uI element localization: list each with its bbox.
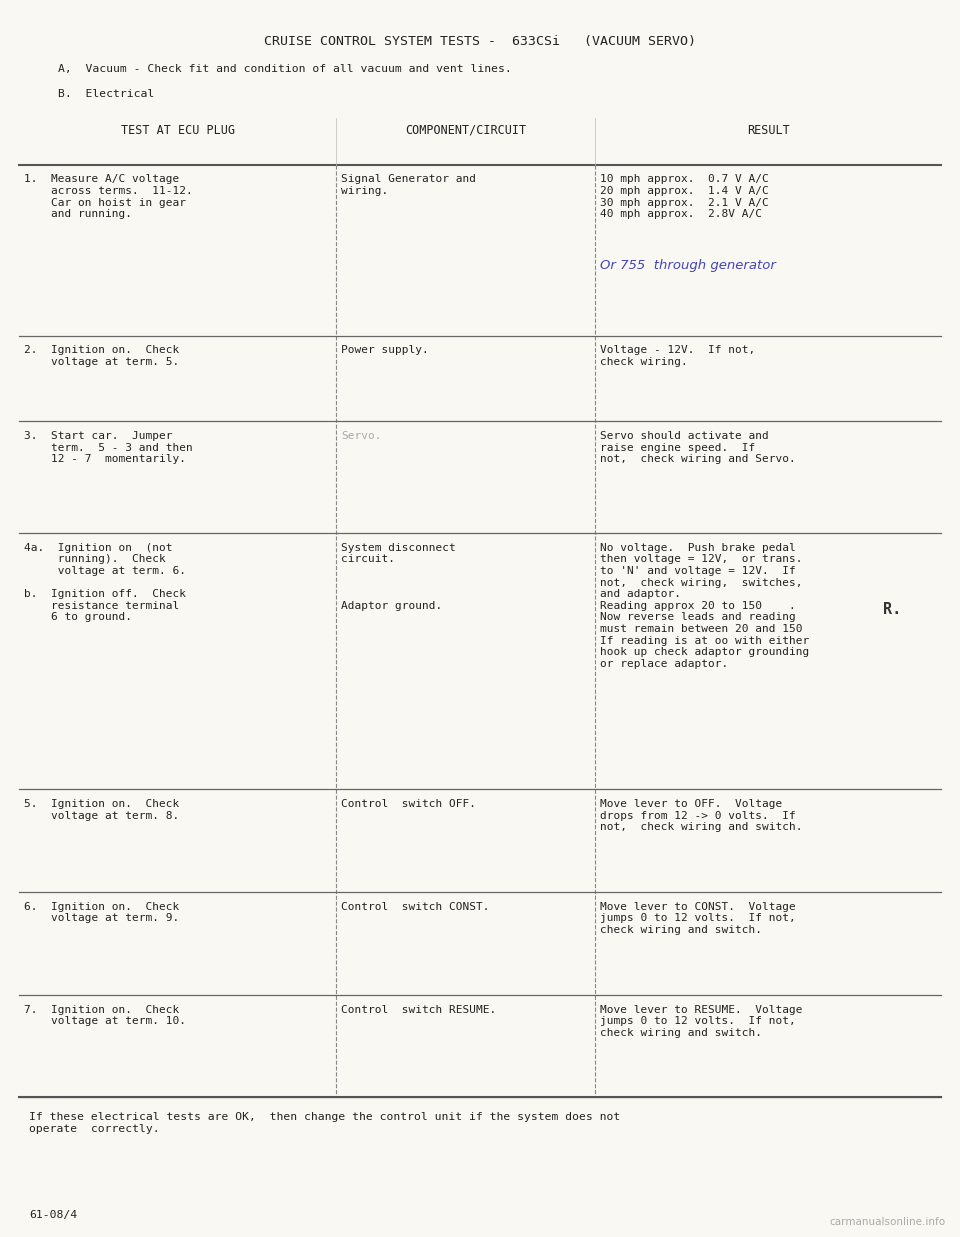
Text: Move lever to OFF.  Voltage
drops from 12 -> 0 volts.  If
not,  check wiring and: Move lever to OFF. Voltage drops from 12… [600,799,803,833]
Text: 61-08/4: 61-08/4 [29,1210,77,1220]
Text: System disconnect
circuit.



Adaptor ground.: System disconnect circuit. Adaptor groun… [341,543,456,611]
Text: TEST AT ECU PLUG: TEST AT ECU PLUG [121,124,234,137]
Text: Signal Generator and
wiring.: Signal Generator and wiring. [341,174,476,195]
Text: Move lever to CONST.  Voltage
jumps 0 to 12 volts.  If not,
check wiring and swi: Move lever to CONST. Voltage jumps 0 to … [600,902,796,935]
Text: 10 mph approx.  0.7 V A/C
20 mph approx.  1.4 V A/C
30 mph approx.  2.1 V A/C
40: 10 mph approx. 0.7 V A/C 20 mph approx. … [600,174,769,219]
Text: 1.  Measure A/C voltage
    across terms.  11-12.
    Car on hoist in gear
    a: 1. Measure A/C voltage across terms. 11-… [24,174,193,219]
Text: Control  switch RESUME.: Control switch RESUME. [341,1004,496,1014]
Text: 7.  Ignition on.  Check
    voltage at term. 10.: 7. Ignition on. Check voltage at term. 1… [24,1004,186,1027]
Text: Servo should activate and
raise engine speed.  If
not,  check wiring and Servo.: Servo should activate and raise engine s… [600,430,796,464]
Text: CRUISE CONTROL SYSTEM TESTS -  633CSi   (VACUUM SERVO): CRUISE CONTROL SYSTEM TESTS - 633CSi (VA… [264,35,696,48]
Text: 3.  Start car.  Jumper
    term.  5 - 3 and then
    12 - 7  momentarily.: 3. Start car. Jumper term. 5 - 3 and the… [24,430,193,464]
Text: 4a.  Ignition on  (not
     running).  Check
     voltage at term. 6.

b.  Ignit: 4a. Ignition on (not running). Check vol… [24,543,186,622]
Text: B.  Electrical: B. Electrical [58,89,154,99]
Text: carmanualsonline.info: carmanualsonline.info [829,1217,946,1227]
Text: Move lever to RESUME.  Voltage
jumps 0 to 12 volts.  If not,
check wiring and sw: Move lever to RESUME. Voltage jumps 0 to… [600,1004,803,1038]
Text: Or 755  through generator: Or 755 through generator [600,259,776,272]
Text: R.: R. [883,602,901,617]
Text: Voltage - 12V.  If not,
check wiring.: Voltage - 12V. If not, check wiring. [600,345,756,367]
Text: 6.  Ignition on.  Check
    voltage at term. 9.: 6. Ignition on. Check voltage at term. 9… [24,902,180,924]
Text: 2.  Ignition on.  Check
    voltage at term. 5.: 2. Ignition on. Check voltage at term. 5… [24,345,180,367]
Text: Control  switch OFF.: Control switch OFF. [341,799,476,809]
Text: Servo.: Servo. [341,430,381,440]
Text: COMPONENT/CIRCUIT: COMPONENT/CIRCUIT [405,124,526,137]
Text: If these electrical tests are OK,  then change the control unit if the system do: If these electrical tests are OK, then c… [29,1112,620,1133]
Text: A,  Vacuum - Check fit and condition of all vacuum and vent lines.: A, Vacuum - Check fit and condition of a… [58,64,512,74]
Text: RESULT: RESULT [747,124,789,137]
Text: 5.  Ignition on.  Check
    voltage at term. 8.: 5. Ignition on. Check voltage at term. 8… [24,799,180,821]
Text: Power supply.: Power supply. [341,345,428,355]
Text: No voltage.  Push brake pedal
then voltage = 12V,  or trans.
to 'N' and voltage : No voltage. Push brake pedal then voltag… [600,543,809,669]
Text: Control  switch CONST.: Control switch CONST. [341,902,490,912]
